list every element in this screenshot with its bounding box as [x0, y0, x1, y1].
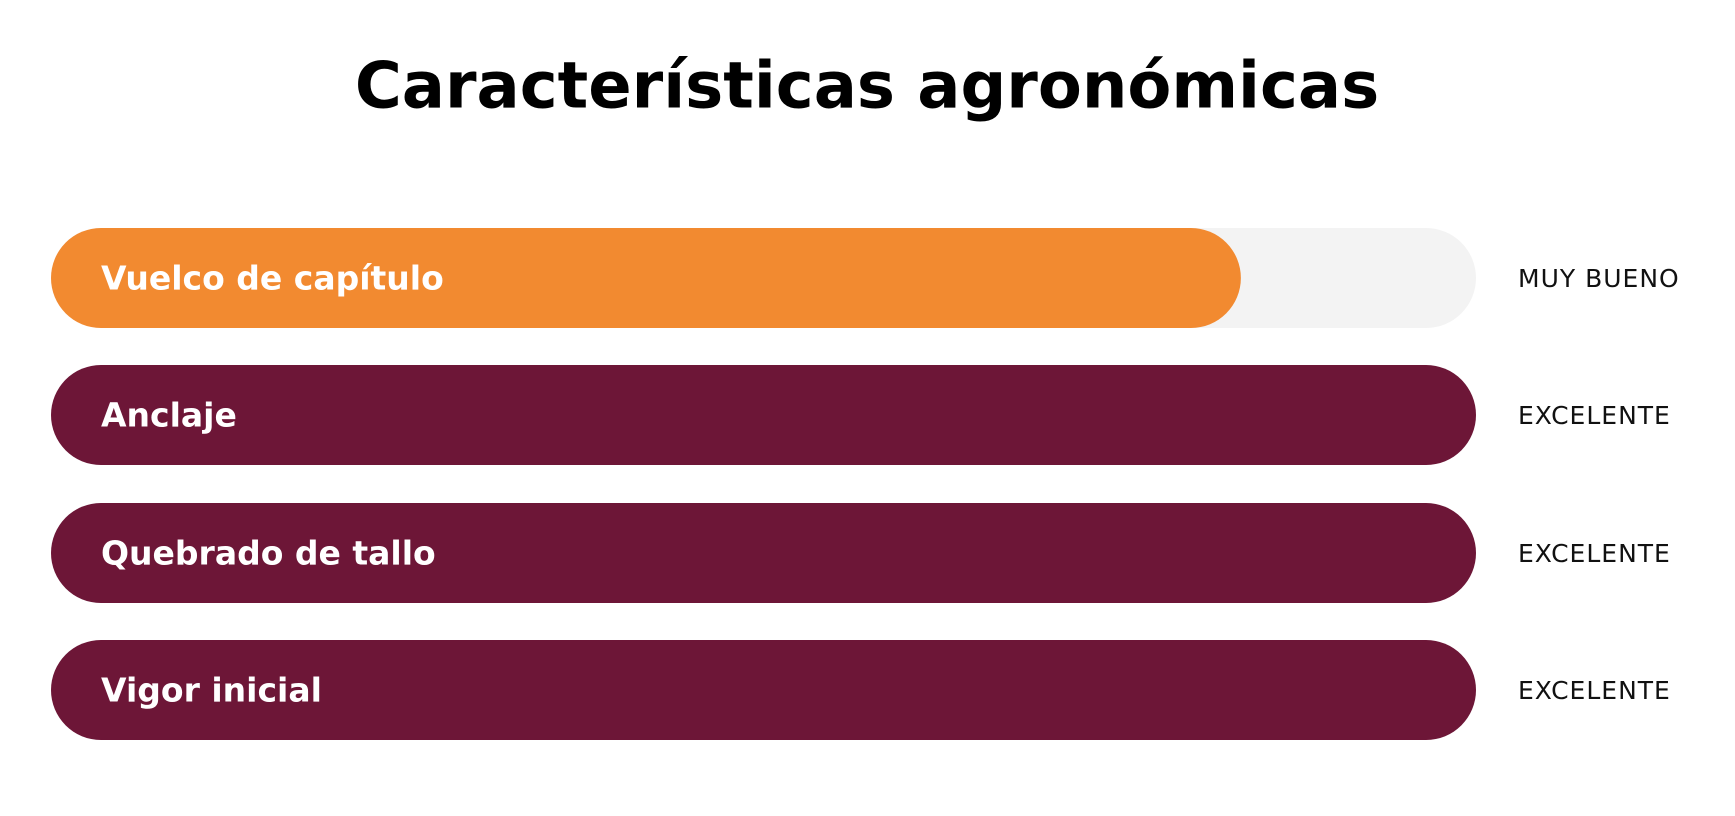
bar-fill — [51, 503, 1476, 603]
bar-fill — [51, 365, 1476, 465]
rating: EXCELENTE — [1518, 676, 1671, 705]
bar-label: Quebrado de tallo — [101, 534, 436, 573]
rating: EXCELENTE — [1518, 401, 1671, 430]
title: Características agronómicas — [355, 50, 1379, 124]
rating: EXCELENTE — [1518, 539, 1671, 568]
bar-label: Vigor inicial — [101, 671, 322, 710]
bar-label: Vuelco de capítulo — [101, 259, 444, 298]
bar-fill — [51, 228, 1241, 328]
rating: MUY BUENO — [1518, 264, 1680, 293]
bar-label: Anclaje — [101, 396, 237, 435]
bar-fill — [51, 640, 1476, 740]
